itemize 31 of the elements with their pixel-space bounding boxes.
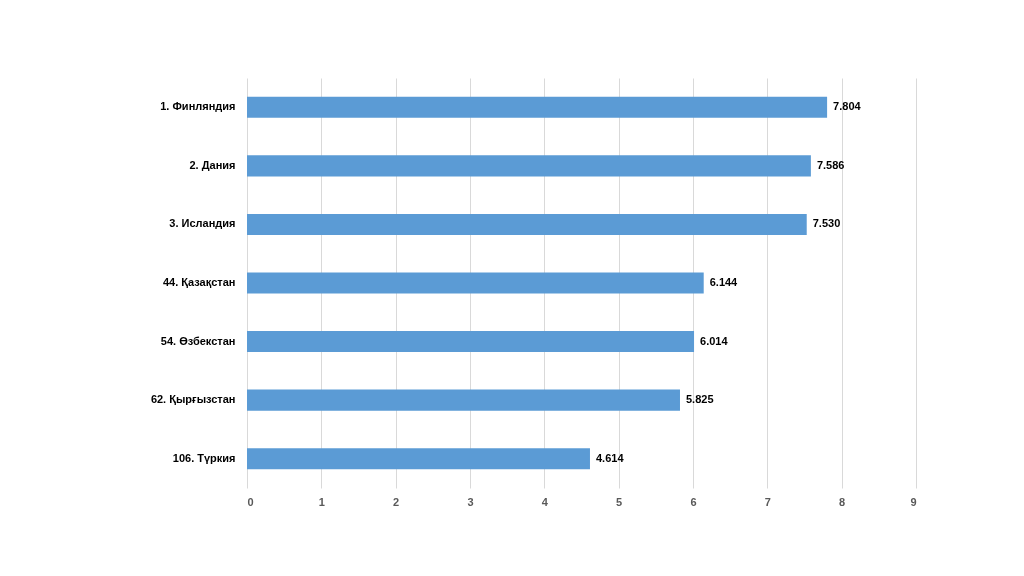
bar xyxy=(247,389,680,411)
y-tick-label: 106. Түркия xyxy=(172,451,236,464)
y-tick-label: 62. Қырғызстан xyxy=(150,393,236,406)
x-tick-label: 2 xyxy=(393,495,400,508)
x-tick-label: 5 xyxy=(616,495,623,508)
y-tick-label: 44. Қазақстан xyxy=(162,276,236,288)
x-tick-label: 6 xyxy=(690,495,697,508)
bar xyxy=(247,155,811,177)
data-label: 6.144 xyxy=(709,276,739,288)
data-label: 6.014 xyxy=(700,334,729,347)
data-label: 5.825 xyxy=(685,393,714,406)
data-label: 7.586 xyxy=(816,158,845,171)
x-tick-label: 0 xyxy=(247,495,254,508)
bar xyxy=(247,331,695,353)
bar xyxy=(247,96,828,118)
y-tick-label: 3. Исландия xyxy=(169,217,236,230)
x-tick-label: 1 xyxy=(318,495,325,508)
data-label: 7.530 xyxy=(812,217,841,230)
y-tick-label: 54. Өзбекстан xyxy=(160,334,236,347)
bar xyxy=(247,213,807,235)
x-tick-label: 4 xyxy=(541,495,549,508)
x-tick-label: 7 xyxy=(764,495,771,508)
x-tick-label: 9 xyxy=(910,495,917,508)
bar xyxy=(247,272,704,294)
x-tick-label: 8 xyxy=(839,495,846,508)
x-tick-label: 3 xyxy=(467,495,474,508)
data-label: 4.614 xyxy=(595,451,625,464)
data-label: 7.804 xyxy=(833,100,862,113)
y-tick-label: 1. Финляндия xyxy=(160,100,236,113)
y-tick-label: 2. Дания xyxy=(189,158,236,171)
bar xyxy=(247,448,590,470)
